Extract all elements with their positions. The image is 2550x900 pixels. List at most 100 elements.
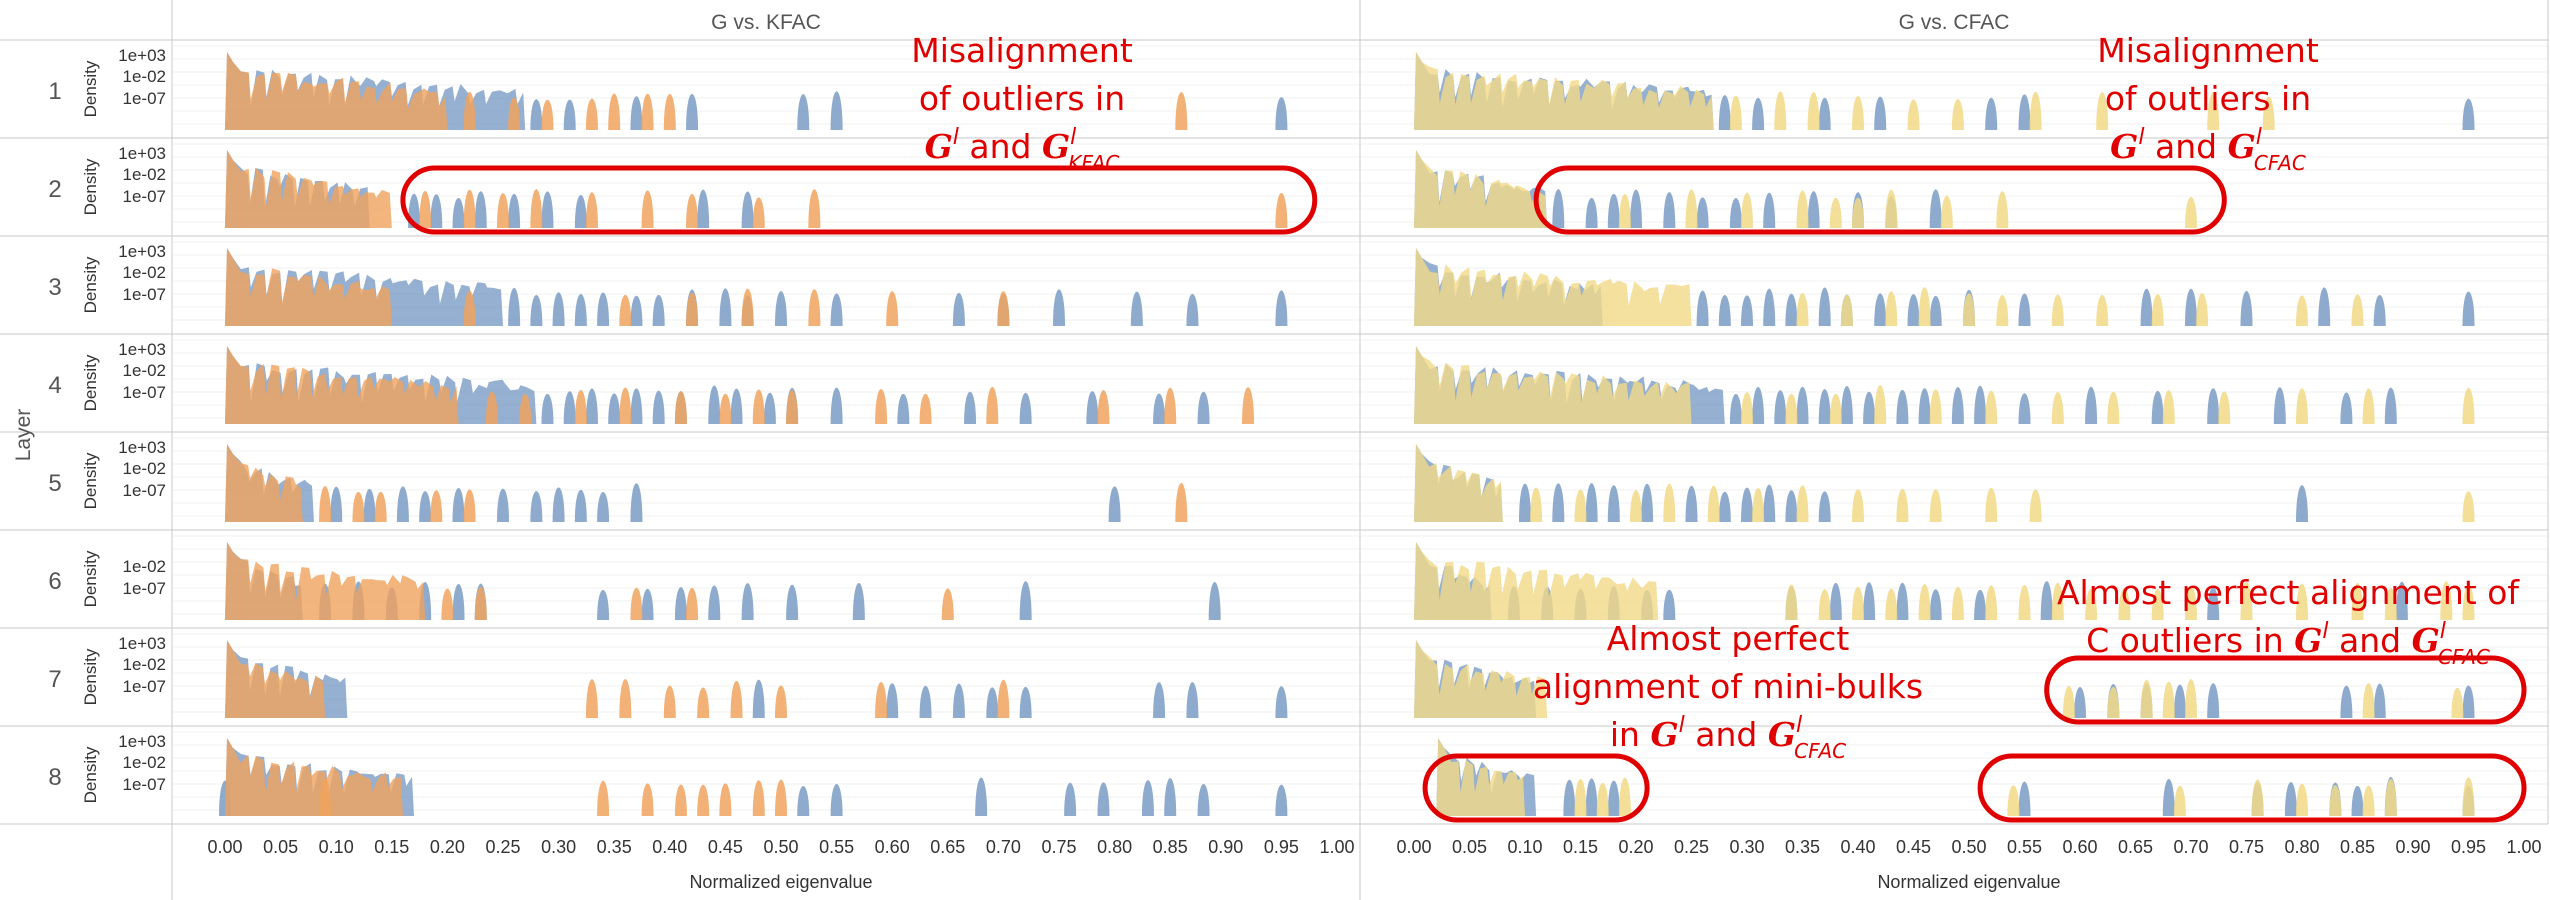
g-series-outlier — [530, 295, 543, 326]
g-series-outlier — [2284, 781, 2297, 816]
kfac-series-outlier — [686, 292, 699, 326]
kfac-series-outlier — [730, 680, 743, 718]
kfac-series-outlier — [641, 783, 654, 816]
g-series-outlier — [1053, 289, 1065, 326]
g-series-outlier — [964, 391, 977, 424]
cfac-series-outlier — [2162, 390, 2175, 424]
g-series-outlier — [1985, 97, 1998, 130]
row-label: 1 — [48, 78, 61, 105]
g-series-outlier — [1563, 779, 1576, 816]
cfac-series-outlier — [2196, 293, 2209, 326]
g-series-outlier — [419, 491, 432, 522]
row-label: 5 — [48, 470, 61, 497]
cfac-series-outlier — [2384, 588, 2397, 620]
kfac-series-outlier — [986, 386, 999, 424]
density-label: Density — [81, 648, 100, 705]
g-series-outlier — [552, 292, 565, 326]
g-series-outlier — [1729, 393, 1742, 424]
kfac-series-outlier — [997, 291, 1010, 326]
g-series-outlier — [1763, 192, 1776, 228]
cfac-series-outlier — [2462, 388, 2475, 424]
g-series-outlier — [1818, 287, 1831, 326]
cfac-series-outlier — [2173, 785, 2186, 816]
g-series-outlier — [1630, 189, 1642, 228]
kfac-series-outlier — [1164, 387, 1177, 424]
cfac-series-outlier — [1774, 91, 1787, 130]
annotation-text: Misalignment — [911, 31, 1133, 70]
cfac-series-outlier — [1829, 197, 1842, 228]
kfac-series-outlier — [585, 98, 598, 130]
g-series-outlier — [830, 387, 843, 424]
g-series-outlier — [1829, 582, 1842, 620]
cfac-series-outlier — [1885, 189, 1898, 228]
kfac-series-outlier — [608, 93, 621, 130]
row-label: 7 — [48, 666, 61, 693]
density-label: Density — [81, 550, 100, 607]
cfac-series-outlier — [2462, 491, 2475, 522]
cfac-series-outlier — [2296, 583, 2308, 620]
density-tick-label: 1e-02 — [123, 655, 166, 674]
cfac-series-outlier — [1663, 483, 1676, 522]
annotation-text: Almost perfect — [1607, 619, 1850, 658]
kfac-series-outlier — [585, 192, 598, 228]
cfac-series-outlier — [2296, 388, 2308, 424]
cfac-series-outlier — [2140, 679, 2153, 718]
g-series-outlier — [630, 388, 643, 424]
kfac-series-outlier — [641, 190, 654, 228]
cfac-series-outlier — [2240, 581, 2253, 620]
g-series-outlier — [1785, 490, 1798, 522]
cfac-series-outlier — [1929, 489, 1942, 522]
g-series-outlier — [1607, 780, 1620, 816]
g-series-outlier — [452, 487, 465, 522]
density-tick-label: 1e+03 — [118, 732, 166, 751]
cfac-series-outlier — [1885, 291, 1898, 326]
g-series-outlier — [1929, 589, 1942, 620]
g-series-outlier — [1153, 393, 1166, 424]
highlight-box — [1422, 753, 1650, 823]
g-series-outlier — [597, 491, 610, 522]
g-series-outlier — [1208, 581, 1221, 620]
cfac-series-outlier — [1918, 583, 1931, 620]
cfac-series-outlier — [2262, 96, 2275, 130]
g-series-outlier — [919, 685, 932, 718]
g-series-outlier — [1607, 485, 1620, 522]
density-tick-label: 1e+03 — [118, 144, 166, 163]
kfac-series-outlier — [875, 682, 888, 718]
kfac-series-outlier — [663, 685, 676, 718]
kfac-series-outlier — [463, 489, 476, 522]
x-tick-label: 0.20 — [1618, 837, 1653, 857]
g-series-outlier — [563, 99, 576, 130]
cfac-series-outlier — [1951, 586, 1964, 620]
g-series-outlier — [1108, 486, 1121, 522]
density-tick-label: 1e-02 — [123, 361, 166, 380]
g-series-outlier — [497, 488, 509, 522]
g-series-outlier — [1863, 391, 1876, 424]
g-series-outlier — [1951, 387, 1964, 424]
cfac-series-outlier — [2462, 584, 2475, 620]
g-series-outlier — [1641, 483, 1654, 522]
g-series-outlier — [1086, 391, 1099, 424]
kfac-series-outlier — [319, 778, 332, 816]
kfac-series-outlier — [1275, 193, 1288, 228]
density-tick-label: 1e-02 — [123, 557, 166, 576]
cfac-series-outlier — [1618, 194, 1631, 228]
cfac-series-outlier — [1951, 99, 1964, 130]
g-series-outlier — [1552, 483, 1565, 522]
cfac-series-bulk — [1414, 248, 1692, 326]
g-series-outlier — [330, 486, 343, 522]
x-tick-label: 0.75 — [2229, 837, 2264, 857]
g-series-outlier — [797, 785, 810, 816]
g-series-outlier — [508, 287, 521, 326]
highlight-box — [2044, 655, 2527, 725]
kfac-series-outlier — [419, 190, 432, 228]
cfac-series-outlier — [2051, 582, 2064, 620]
x-tick-label: 0.05 — [1452, 837, 1487, 857]
kfac-series-outlier — [619, 294, 632, 326]
kfac-series-outlier — [686, 587, 699, 620]
x-tick-label: 0.00 — [207, 837, 242, 857]
g-series-outlier — [1818, 491, 1831, 522]
cfac-series-outlier — [1796, 292, 1809, 326]
cfac-series-outlier — [1874, 385, 1887, 424]
cfac-series-outlier — [2107, 686, 2120, 718]
density-tick-label: 1e-07 — [123, 383, 166, 402]
